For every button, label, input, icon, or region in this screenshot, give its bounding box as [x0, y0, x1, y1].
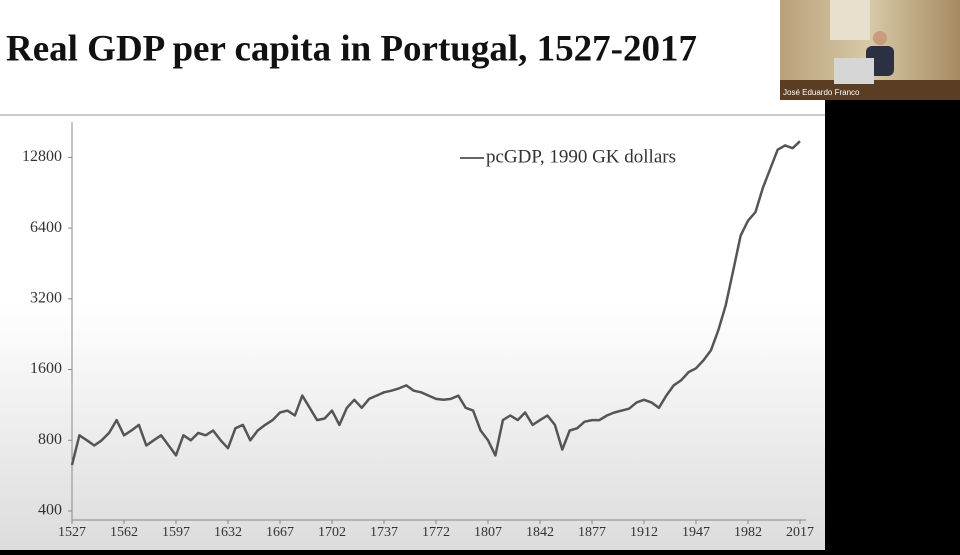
y-tick-label: 12800	[22, 148, 62, 165]
window	[830, 0, 870, 40]
x-tick-label: 1562	[110, 525, 138, 540]
slide	[0, 0, 825, 550]
x-tick-label: 1632	[214, 525, 242, 540]
laptop	[834, 58, 874, 84]
x-tick-label: 1597	[162, 525, 190, 540]
y-tick-label: 3200	[30, 289, 62, 306]
y-tick-label: 6400	[30, 219, 62, 236]
video-tile[interactable]: José Eduardo Franco	[780, 0, 960, 100]
x-tick-label: 1912	[630, 525, 658, 540]
legend-label: pcGDP, 1990 GK dollars	[486, 146, 676, 167]
x-tick-label: 1982	[734, 525, 762, 540]
x-tick-label: 1877	[578, 525, 606, 540]
y-tick-label: 400	[38, 502, 62, 519]
x-tick-label: 1772	[422, 525, 450, 540]
line-series	[70, 140, 801, 466]
slide-title: Real GDP per capita in Portugal, 1527-20…	[6, 28, 697, 69]
x-tick-label: 1667	[266, 525, 294, 540]
y-tick-label: 1600	[30, 360, 62, 377]
participant-name: José Eduardo Franco	[783, 88, 860, 97]
x-tick-label: 1842	[526, 525, 554, 540]
x-tick-label: 1702	[318, 525, 346, 540]
x-tick-label: 1527	[58, 525, 86, 540]
x-tick-label: 1947	[682, 525, 710, 540]
x-tick-label: 1807	[474, 525, 502, 540]
person-head	[873, 31, 887, 45]
desk	[780, 80, 960, 100]
x-tick-label: 1737	[370, 525, 398, 540]
y-tick-label: 800	[38, 431, 62, 448]
x-tick-label: 2017	[786, 525, 814, 540]
